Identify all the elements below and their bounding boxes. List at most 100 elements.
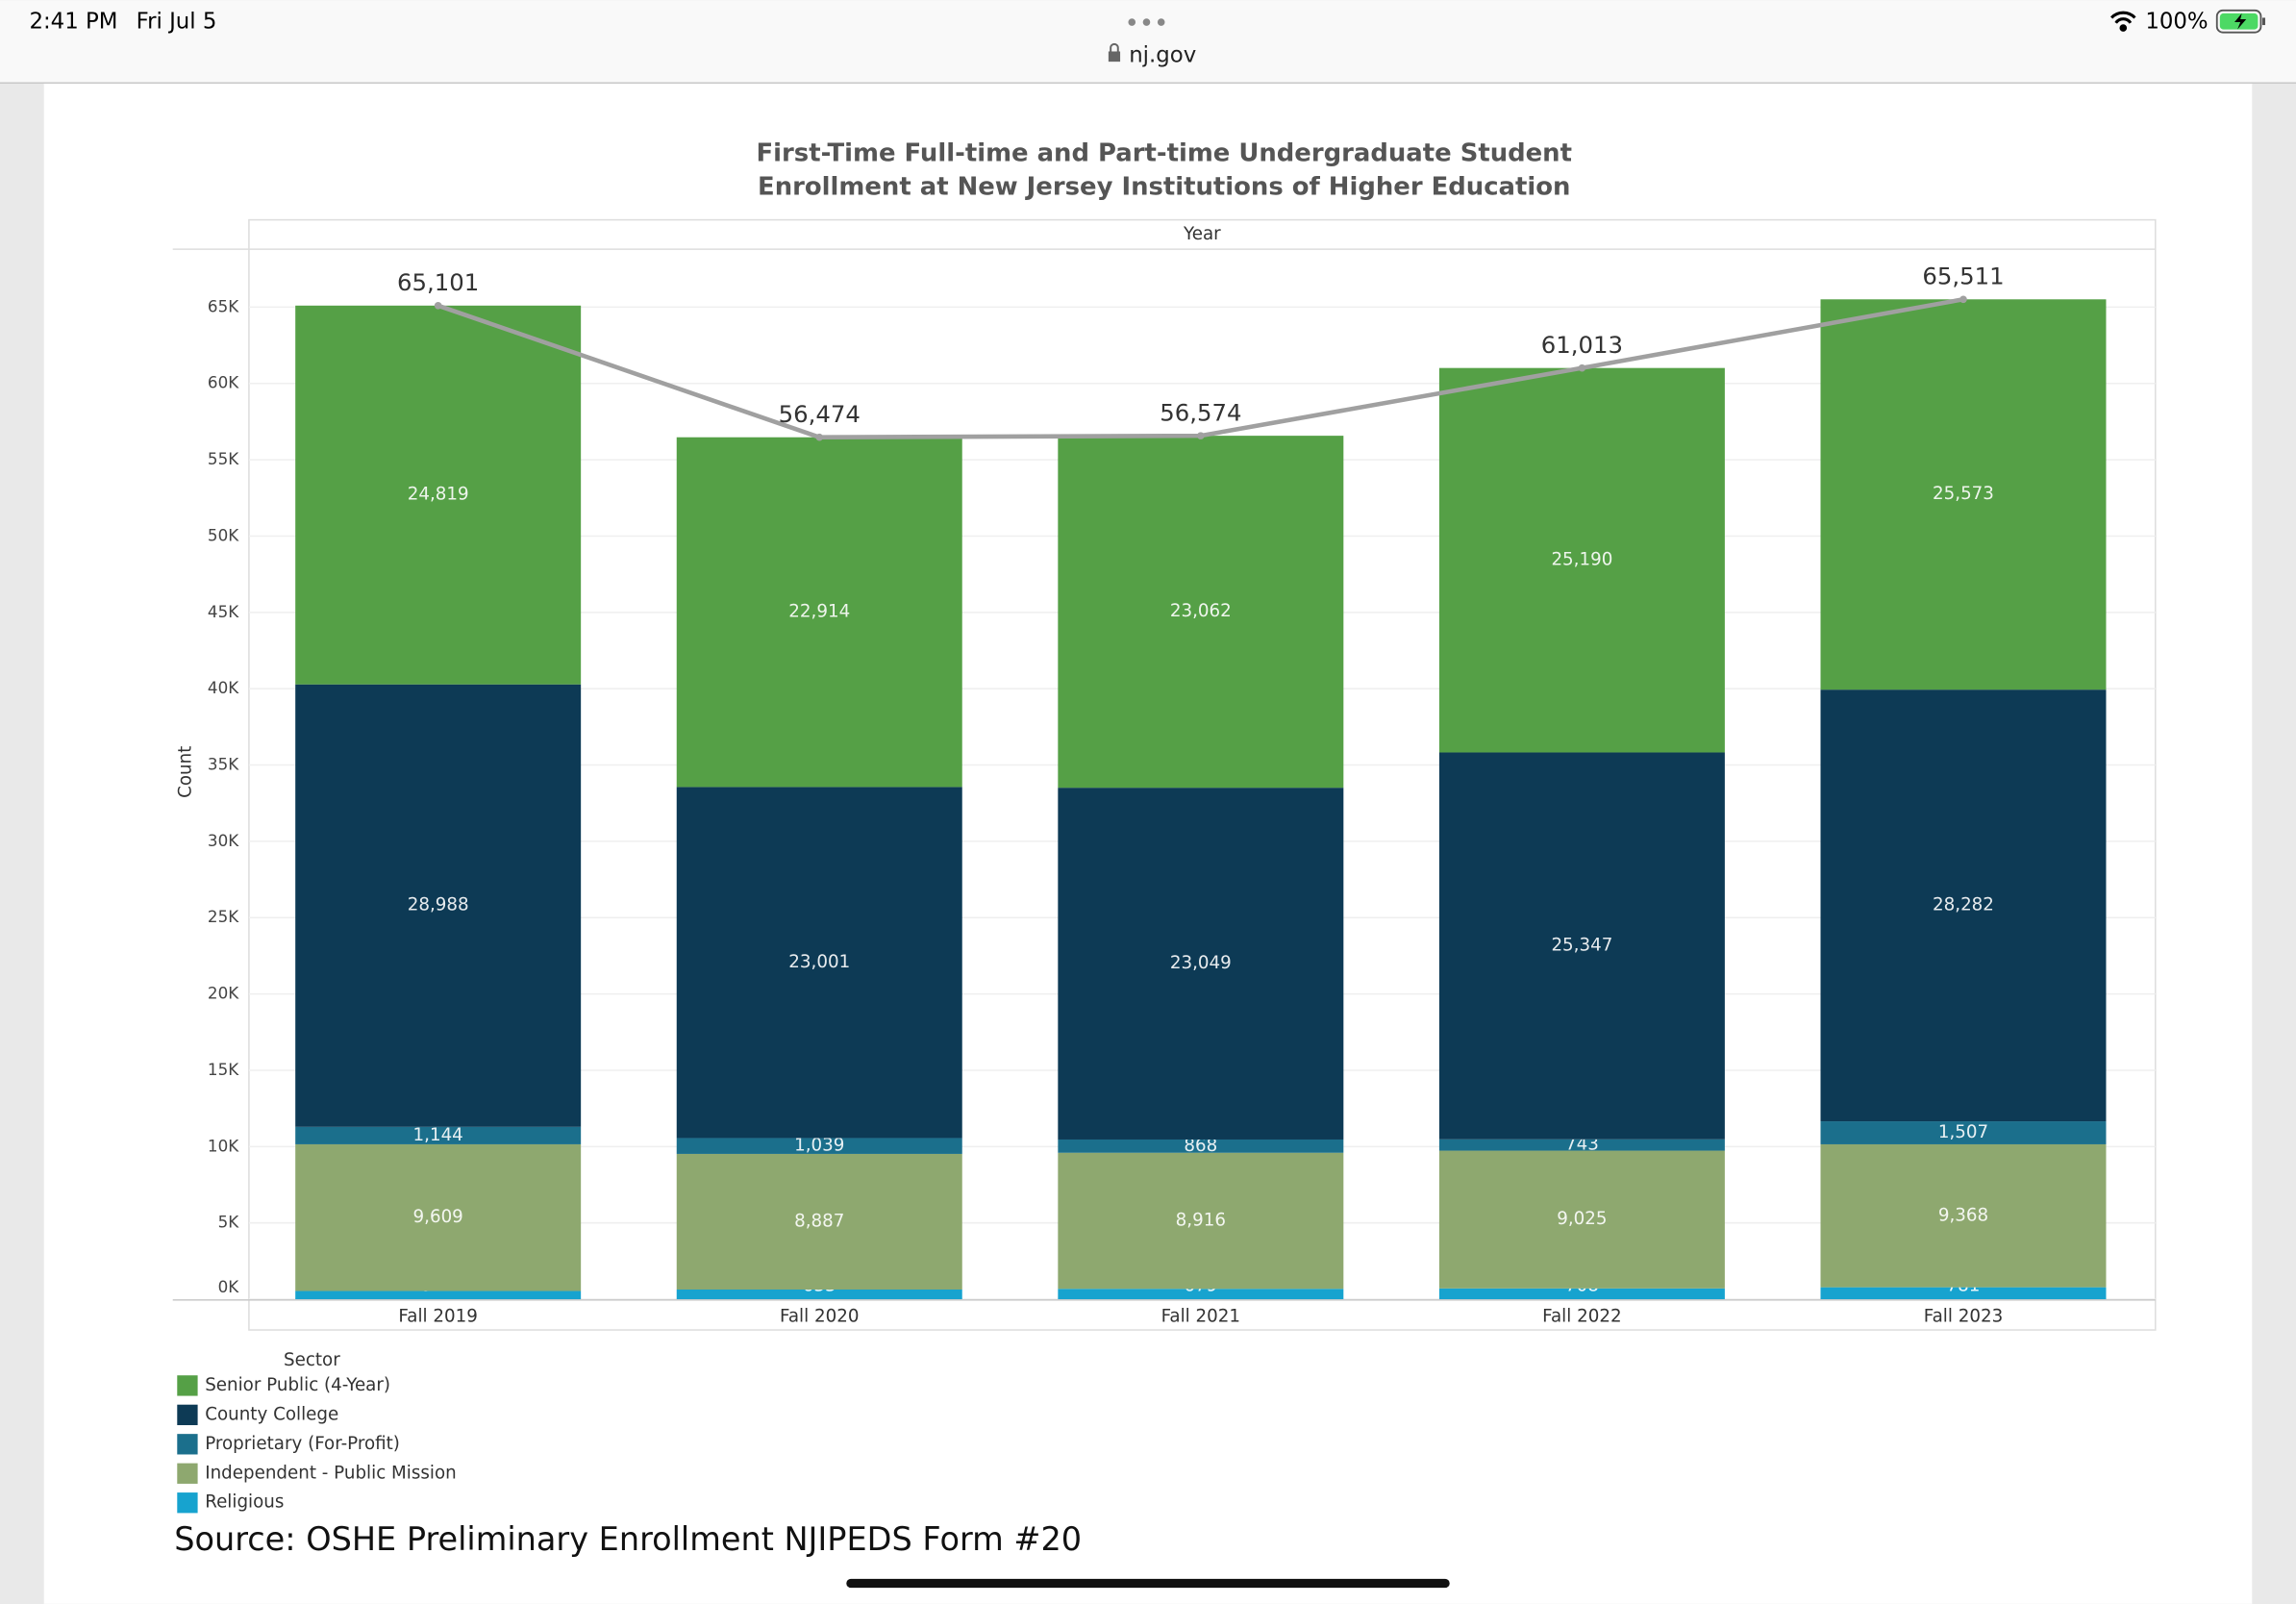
plot-frame [248, 218, 2157, 1331]
data-label: 28,282 [1933, 895, 1994, 915]
y-tick-label: 10K [208, 1136, 239, 1155]
status-bar [0, 0, 2296, 83]
legend-label: Independent - Public Mission [205, 1463, 457, 1483]
y-tick-label: 50K [208, 525, 239, 544]
bar-segment [1820, 689, 2107, 1122]
legend-label: Religious [205, 1492, 284, 1513]
data-label: 8,916 [1176, 1211, 1226, 1231]
bar-segment [676, 1153, 962, 1290]
source-note: Source: OSHE Preliminary Enrollment NJIP… [174, 1520, 1082, 1558]
data-label: 9,368 [1938, 1205, 1988, 1225]
lock-icon [1108, 42, 1121, 63]
data-label: 23,049 [1170, 953, 1232, 973]
data-label: 25,190 [1551, 550, 1612, 570]
wifi-icon [2110, 11, 2136, 32]
bar-segment [1820, 299, 2107, 690]
chart-title: First-Time Full-time and Part-time Under… [757, 139, 1572, 168]
data-label: 1,144 [413, 1125, 463, 1145]
data-label: 1,507 [1938, 1122, 1988, 1142]
time: 2:41 PM [29, 10, 117, 35]
x-tick-label: Fall 2019 [398, 1306, 477, 1326]
bar-segment [676, 787, 962, 1139]
data-label: 23,062 [1170, 601, 1232, 621]
y-tick-label: 55K [208, 449, 239, 468]
bar-segment [295, 305, 582, 685]
data-label: 9,025 [1557, 1209, 1607, 1229]
total-label: 61,013 [1541, 331, 1623, 359]
bar-segment [295, 1126, 582, 1144]
legend-swatch [177, 1404, 198, 1426]
x-tick-label: Fall 2022 [1542, 1306, 1621, 1326]
bar-segment [1058, 1152, 1344, 1290]
data-label: 23,001 [788, 952, 850, 972]
bar-segment [676, 1138, 962, 1154]
home-indicator [846, 1578, 1450, 1589]
y-tick-label: 60K [208, 373, 239, 392]
bar-segment [1058, 1139, 1344, 1153]
data-label: 8,887 [794, 1211, 844, 1231]
y-tick-label: 30K [208, 831, 239, 850]
bar-segment [295, 1143, 582, 1291]
legend-swatch [177, 1434, 198, 1455]
bar-segment [1058, 788, 1344, 1140]
data-label: 28,988 [408, 895, 469, 915]
data-label: 24,819 [408, 485, 469, 505]
battery-icon [2215, 9, 2266, 34]
bar-segment [1058, 1289, 1344, 1300]
battery-percent: 100% [2145, 10, 2208, 35]
y-tick-label: 35K [208, 755, 239, 774]
bar-segment [676, 437, 962, 788]
y-tick-label: 0K [218, 1277, 240, 1296]
date: Fri Jul 5 [137, 10, 217, 35]
data-label: 1,039 [794, 1136, 844, 1156]
bar-segment [1058, 436, 1344, 789]
total-label: 65,511 [1922, 262, 2004, 289]
y-tick-label: 40K [208, 678, 239, 697]
legend-label: Proprietary (For-Profit) [205, 1434, 400, 1454]
total-point [1197, 432, 1205, 439]
data-label: 25,347 [1551, 936, 1612, 956]
total-label: 65,101 [397, 268, 479, 296]
legend-title: Sector [284, 1350, 340, 1370]
y-tick-label: 65K [208, 296, 239, 315]
bar-segment [1438, 752, 1725, 1140]
legend-label: County College [205, 1404, 338, 1424]
total-point [1578, 363, 1586, 372]
legend-swatch [177, 1492, 198, 1514]
x-tick-label: Fall 2023 [1924, 1306, 2003, 1326]
y-tick-label: 5K [218, 1213, 240, 1232]
chart-title: Enrollment at New Jersey Institutions of… [758, 173, 1570, 202]
data-label: 25,573 [1933, 484, 1994, 504]
data-label: 868 [1184, 1136, 1217, 1156]
chart: First-Time Full-time and Part-time Under… [172, 139, 2157, 1514]
y-tick-label: 45K [208, 602, 239, 621]
more-dots[interactable] [1128, 18, 1165, 26]
y-tick-label: 20K [208, 984, 239, 1003]
data-label: 22,914 [788, 602, 850, 622]
bar-segment [1820, 1121, 2107, 1144]
bar-segment [1438, 367, 1725, 753]
total-point [815, 433, 824, 441]
y-axis-label: Count [175, 746, 195, 798]
bar-segment [1820, 1143, 2107, 1288]
total-label: 56,574 [1160, 398, 1241, 426]
legend-swatch [177, 1463, 198, 1484]
bar-segment [1438, 1150, 1725, 1289]
legend-label: Senior Public (4-Year) [205, 1375, 390, 1395]
x-tick-label: Fall 2020 [780, 1306, 859, 1326]
bar-segment [295, 1291, 582, 1300]
total-label: 56,474 [779, 400, 861, 428]
total-point [434, 301, 442, 310]
bar-segment [1438, 1288, 1725, 1300]
y-tick-label: 15K [208, 1060, 239, 1079]
bar-segment [295, 684, 582, 1127]
data-label: 9,609 [413, 1207, 463, 1227]
bar-segment [676, 1289, 962, 1300]
data-label: 743 [1565, 1135, 1599, 1155]
x-tick-label: Fall 2021 [1161, 1306, 1240, 1326]
legend-swatch [177, 1375, 198, 1396]
url[interactable]: nj.gov [1129, 43, 1196, 68]
total-point [1959, 295, 1967, 304]
